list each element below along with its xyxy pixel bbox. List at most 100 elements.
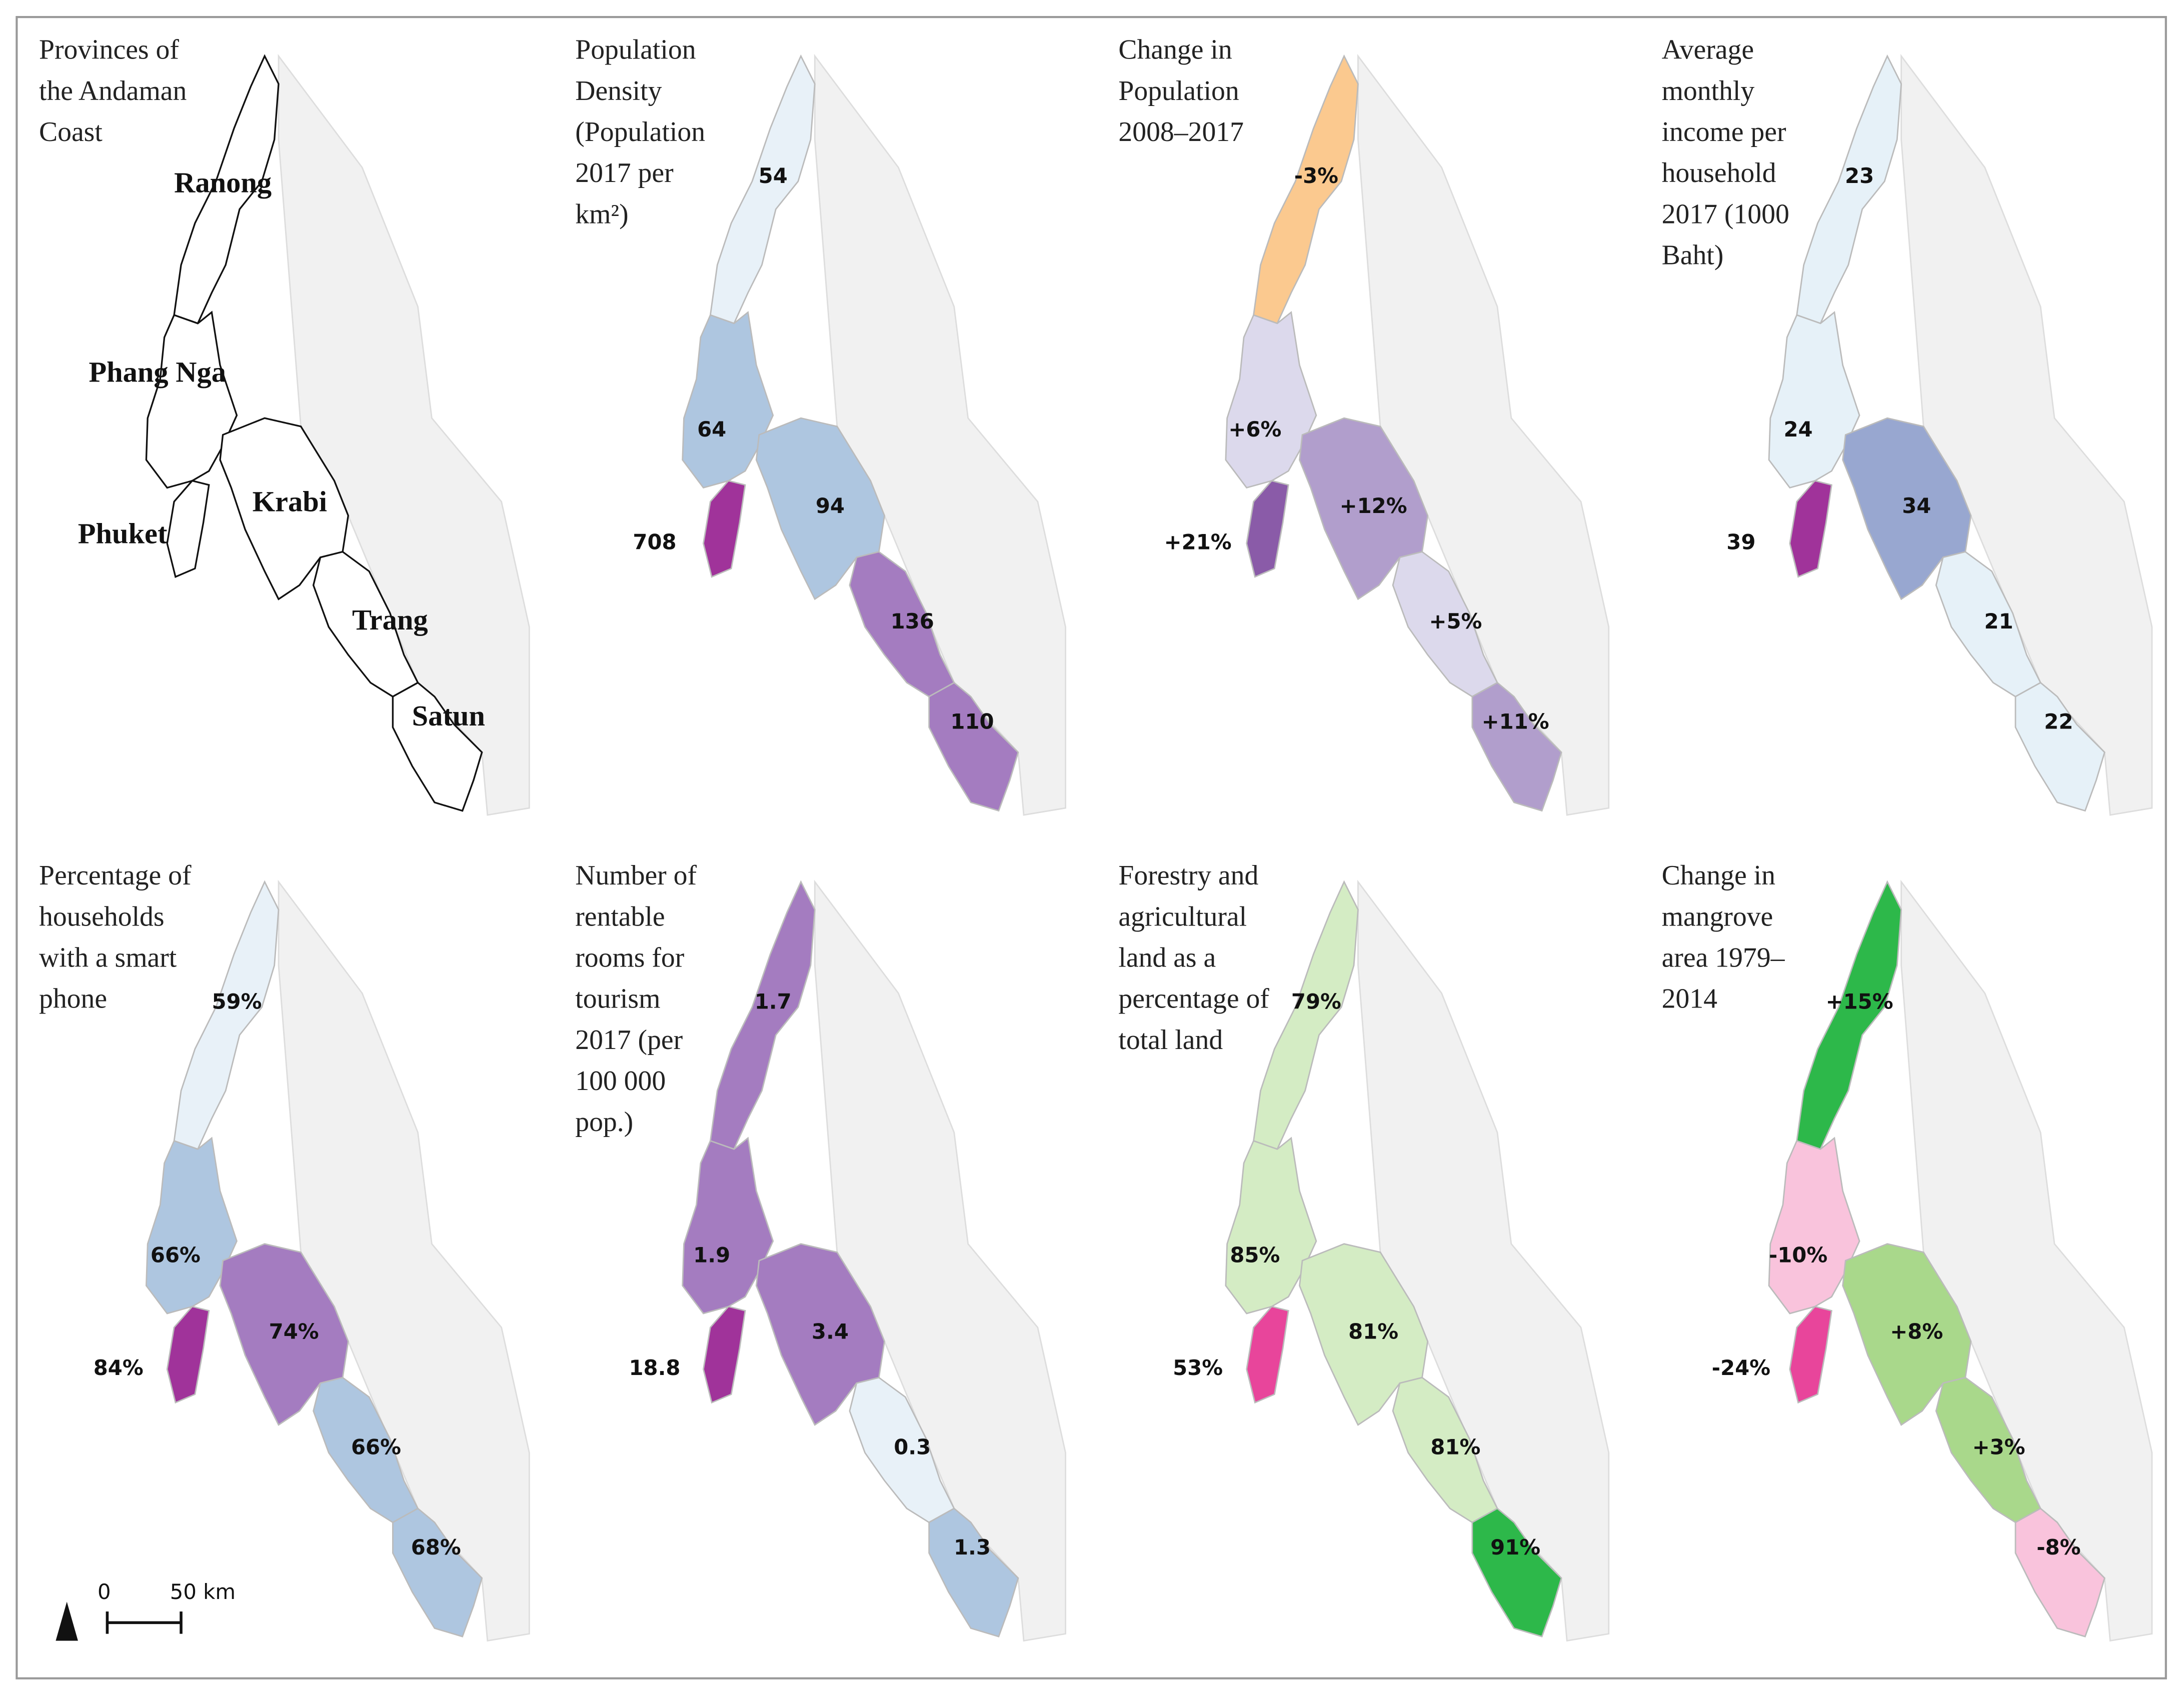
province-region bbox=[1225, 310, 1317, 489]
value-label: +15% bbox=[1826, 989, 1893, 1014]
province-region bbox=[703, 480, 746, 578]
province-region bbox=[928, 682, 1019, 812]
value-label: 34 bbox=[1902, 494, 1931, 518]
panel-title: km²) bbox=[575, 198, 628, 230]
value-label: -10% bbox=[1769, 1242, 1827, 1267]
province-region bbox=[1299, 417, 1429, 600]
panel-title: Coast bbox=[39, 116, 103, 148]
province-name: Trang bbox=[352, 604, 428, 636]
province-region bbox=[1789, 480, 1832, 578]
province-region bbox=[1392, 551, 1498, 698]
province-region bbox=[392, 682, 483, 812]
value-label: 81% bbox=[1430, 1435, 1480, 1460]
value-label: 110 bbox=[950, 710, 994, 734]
panel-title: Forestry and bbox=[1118, 860, 1258, 891]
value-label: 68% bbox=[411, 1535, 461, 1560]
map-panel: Percentage of households with a smart phone… bbox=[39, 860, 530, 1642]
province-region bbox=[849, 1376, 955, 1524]
province-region bbox=[219, 1243, 349, 1426]
province-region bbox=[1935, 551, 2041, 698]
province-region bbox=[166, 1306, 210, 1404]
province-region bbox=[1935, 1376, 2041, 1524]
panel-title: Average bbox=[1662, 34, 1754, 66]
province-region bbox=[313, 1376, 419, 1524]
value-label: +21% bbox=[1164, 530, 1232, 554]
map-panel: Change in Population 2008–2017 -3% +6% +21% +1… bbox=[1118, 34, 1610, 816]
value-label: 3.4 bbox=[812, 1319, 849, 1344]
panel-title: households bbox=[39, 901, 165, 932]
value-label: 53% bbox=[1173, 1356, 1223, 1380]
north-arrow bbox=[56, 1602, 78, 1641]
panel-title: Change in bbox=[1662, 860, 1775, 891]
value-label: 94 bbox=[816, 494, 845, 518]
panel-title: Population bbox=[575, 34, 696, 66]
province-region bbox=[1768, 1136, 1860, 1314]
province-region bbox=[682, 310, 774, 489]
panel-title: Change in bbox=[1118, 34, 1232, 66]
value-label: 79% bbox=[1291, 989, 1341, 1014]
province-name: Phang Nga bbox=[89, 356, 226, 388]
value-label: 81% bbox=[1348, 1319, 1398, 1344]
value-label: 136 bbox=[891, 609, 934, 634]
map-panel: Average monthly income per household 2017 (1… bbox=[1662, 34, 2153, 816]
province-region bbox=[2014, 682, 2105, 812]
value-label: 66% bbox=[151, 1242, 201, 1267]
value-label: 1.9 bbox=[693, 1242, 730, 1267]
panel-title: Number of bbox=[575, 860, 697, 891]
province-region bbox=[219, 417, 349, 600]
province-region bbox=[1225, 1136, 1317, 1314]
panel-title: pop.) bbox=[575, 1106, 633, 1138]
map-panel: Forestry and agricultural land as a percent… bbox=[1118, 860, 1610, 1642]
panel-title: 100 000 bbox=[575, 1066, 666, 1096]
value-label: +3% bbox=[1972, 1435, 2025, 1460]
value-label: 1.3 bbox=[954, 1535, 991, 1560]
panel-title: total land bbox=[1118, 1024, 1223, 1056]
value-label: 85% bbox=[1230, 1242, 1280, 1267]
province-name: Ranong bbox=[174, 166, 272, 199]
province-region bbox=[703, 1306, 746, 1404]
value-label: 64 bbox=[697, 417, 726, 442]
panel-title: mangrove bbox=[1662, 901, 1773, 932]
panel-title: phone bbox=[39, 984, 107, 1014]
value-label: 1.7 bbox=[755, 989, 792, 1014]
panel-title: 2017 (per bbox=[575, 1024, 683, 1056]
panel-title: Baht) bbox=[1662, 240, 1724, 270]
value-label: 84% bbox=[94, 1356, 144, 1380]
panel-title: 2014 bbox=[1662, 984, 1717, 1014]
panel-title: land as a bbox=[1118, 942, 1216, 974]
panel-title: household bbox=[1662, 158, 1776, 188]
value-label: +5% bbox=[1429, 609, 1482, 634]
map-panel: Provinces of the Andaman Coast Ranong Phang … bbox=[39, 34, 530, 816]
map-panel: Change in mangrove area 1979– 2014 +15% -10% -… bbox=[1662, 860, 2153, 1642]
value-label: -3% bbox=[1294, 164, 1338, 188]
scale-start: 0 bbox=[98, 1580, 111, 1604]
province-region bbox=[1768, 310, 1860, 489]
province-region bbox=[1392, 1376, 1498, 1524]
map-panel: Population Density (Population 2017 per km²)… bbox=[575, 34, 1066, 816]
province-name: Krabi bbox=[253, 485, 327, 518]
panel-title: with a smart bbox=[39, 942, 177, 974]
province-region bbox=[1471, 1508, 1562, 1638]
province-region bbox=[1471, 682, 1562, 812]
province-region bbox=[166, 480, 210, 578]
province-region bbox=[1246, 480, 1289, 578]
panel-title: income per bbox=[1662, 116, 1786, 148]
panel-title: Provinces of bbox=[39, 34, 179, 66]
panel-title: agricultural bbox=[1118, 901, 1247, 932]
value-label: 18.8 bbox=[629, 1356, 680, 1380]
province-region bbox=[755, 417, 885, 600]
value-label: -8% bbox=[2036, 1535, 2080, 1560]
map-panel: Number of rentable rooms for tourism 2017 (p… bbox=[575, 860, 1066, 1642]
panel-title: area 1979– bbox=[1662, 942, 1785, 974]
panel-title: Percentage of bbox=[39, 860, 192, 891]
value-label: 24 bbox=[1783, 417, 1812, 442]
value-label: +11% bbox=[1482, 710, 1549, 734]
value-label: 74% bbox=[269, 1319, 319, 1344]
province-region bbox=[392, 1508, 483, 1638]
value-label: 708 bbox=[633, 530, 676, 554]
panel-title: the Andaman bbox=[39, 76, 187, 106]
province-name: Satun bbox=[412, 700, 485, 732]
province-region bbox=[1246, 1306, 1289, 1404]
